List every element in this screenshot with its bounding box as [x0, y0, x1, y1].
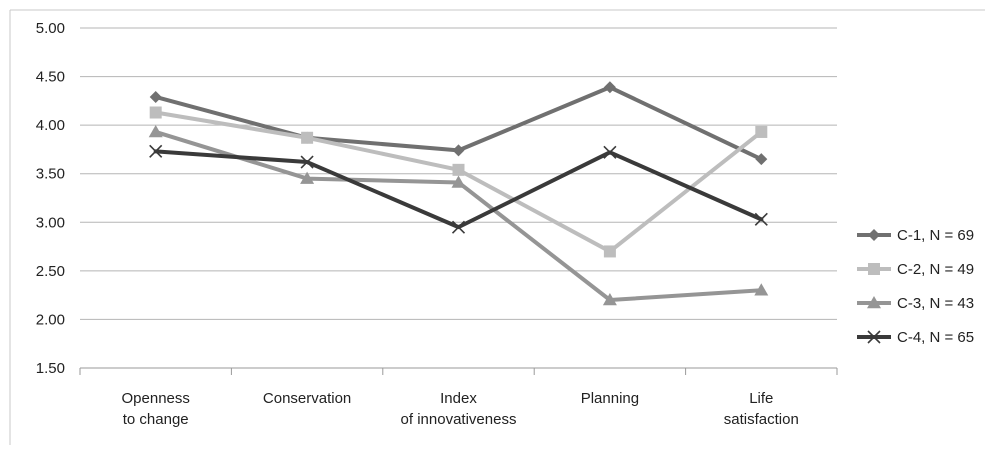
legend-item: C-1, N = 69 — [857, 227, 974, 244]
x-tick-label: Life satisfaction — [724, 390, 799, 428]
y-tick-label: 3.50 — [36, 166, 65, 183]
series-group — [148, 81, 769, 306]
legend-marker — [867, 330, 881, 344]
legend: C-1, N = 69 C-2, N = 49 C-3, N = 43 C-4, N … — [857, 227, 974, 346]
y-tick-label: 5.00 — [36, 20, 65, 37]
data-point-c4 — [754, 212, 768, 226]
data-point-c1 — [452, 144, 465, 157]
y-tick-label: 2.50 — [36, 263, 65, 280]
legend-item: C-4, N = 65 — [857, 329, 974, 346]
data-point-c4 — [149, 144, 163, 158]
legend-label: C-4, N = 65 — [897, 329, 974, 346]
legend-marker — [867, 296, 881, 309]
data-point-c3 — [602, 293, 617, 306]
data-point-c4 — [451, 220, 466, 234]
data-point-c2 — [603, 245, 616, 258]
data-point-c2 — [301, 131, 314, 144]
data-point-c3 — [754, 283, 769, 296]
legend-marker — [868, 229, 880, 241]
y-tick-label: 3.00 — [36, 214, 65, 231]
legend-label: C-1, N = 69 — [897, 227, 974, 244]
x-tick-label: Planning — [581, 390, 639, 407]
y-tick-label: 4.00 — [36, 117, 65, 134]
data-point-c3 — [451, 175, 466, 188]
legend-label: C-2, N = 49 — [897, 261, 974, 278]
y-axis: 1.50 2.00 2.50 3.00 3.50 4.00 4.50 5.00 — [36, 20, 65, 377]
legend-item: C-2, N = 49 — [857, 261, 974, 278]
legend-marker — [868, 263, 880, 275]
data-point-c3 — [300, 171, 315, 184]
x-axis: Openness to change Conservation Index of inn… — [79, 367, 838, 428]
data-point-c2 — [149, 106, 162, 119]
data-point-c2 — [755, 125, 768, 138]
x-tick-label: Index of innovativeness — [401, 390, 517, 428]
data-point-c3 — [148, 124, 163, 138]
legend-label: C-3, N = 43 — [897, 295, 974, 312]
y-tick-label: 1.50 — [36, 360, 65, 377]
y-tick-label: 4.50 — [36, 69, 65, 86]
x-tick-label: Openness to change — [122, 390, 190, 428]
data-point-c4 — [300, 155, 314, 169]
data-point-c2 — [452, 163, 465, 176]
data-point-c4 — [603, 145, 617, 159]
y-tick-label: 2.00 — [36, 311, 65, 328]
x-tick-label: Conservation — [263, 390, 351, 407]
data-point-c1 — [755, 153, 768, 166]
legend-item: C-3, N = 43 — [857, 295, 974, 312]
data-point-c1 — [603, 81, 616, 94]
data-point-c1 — [149, 90, 162, 103]
